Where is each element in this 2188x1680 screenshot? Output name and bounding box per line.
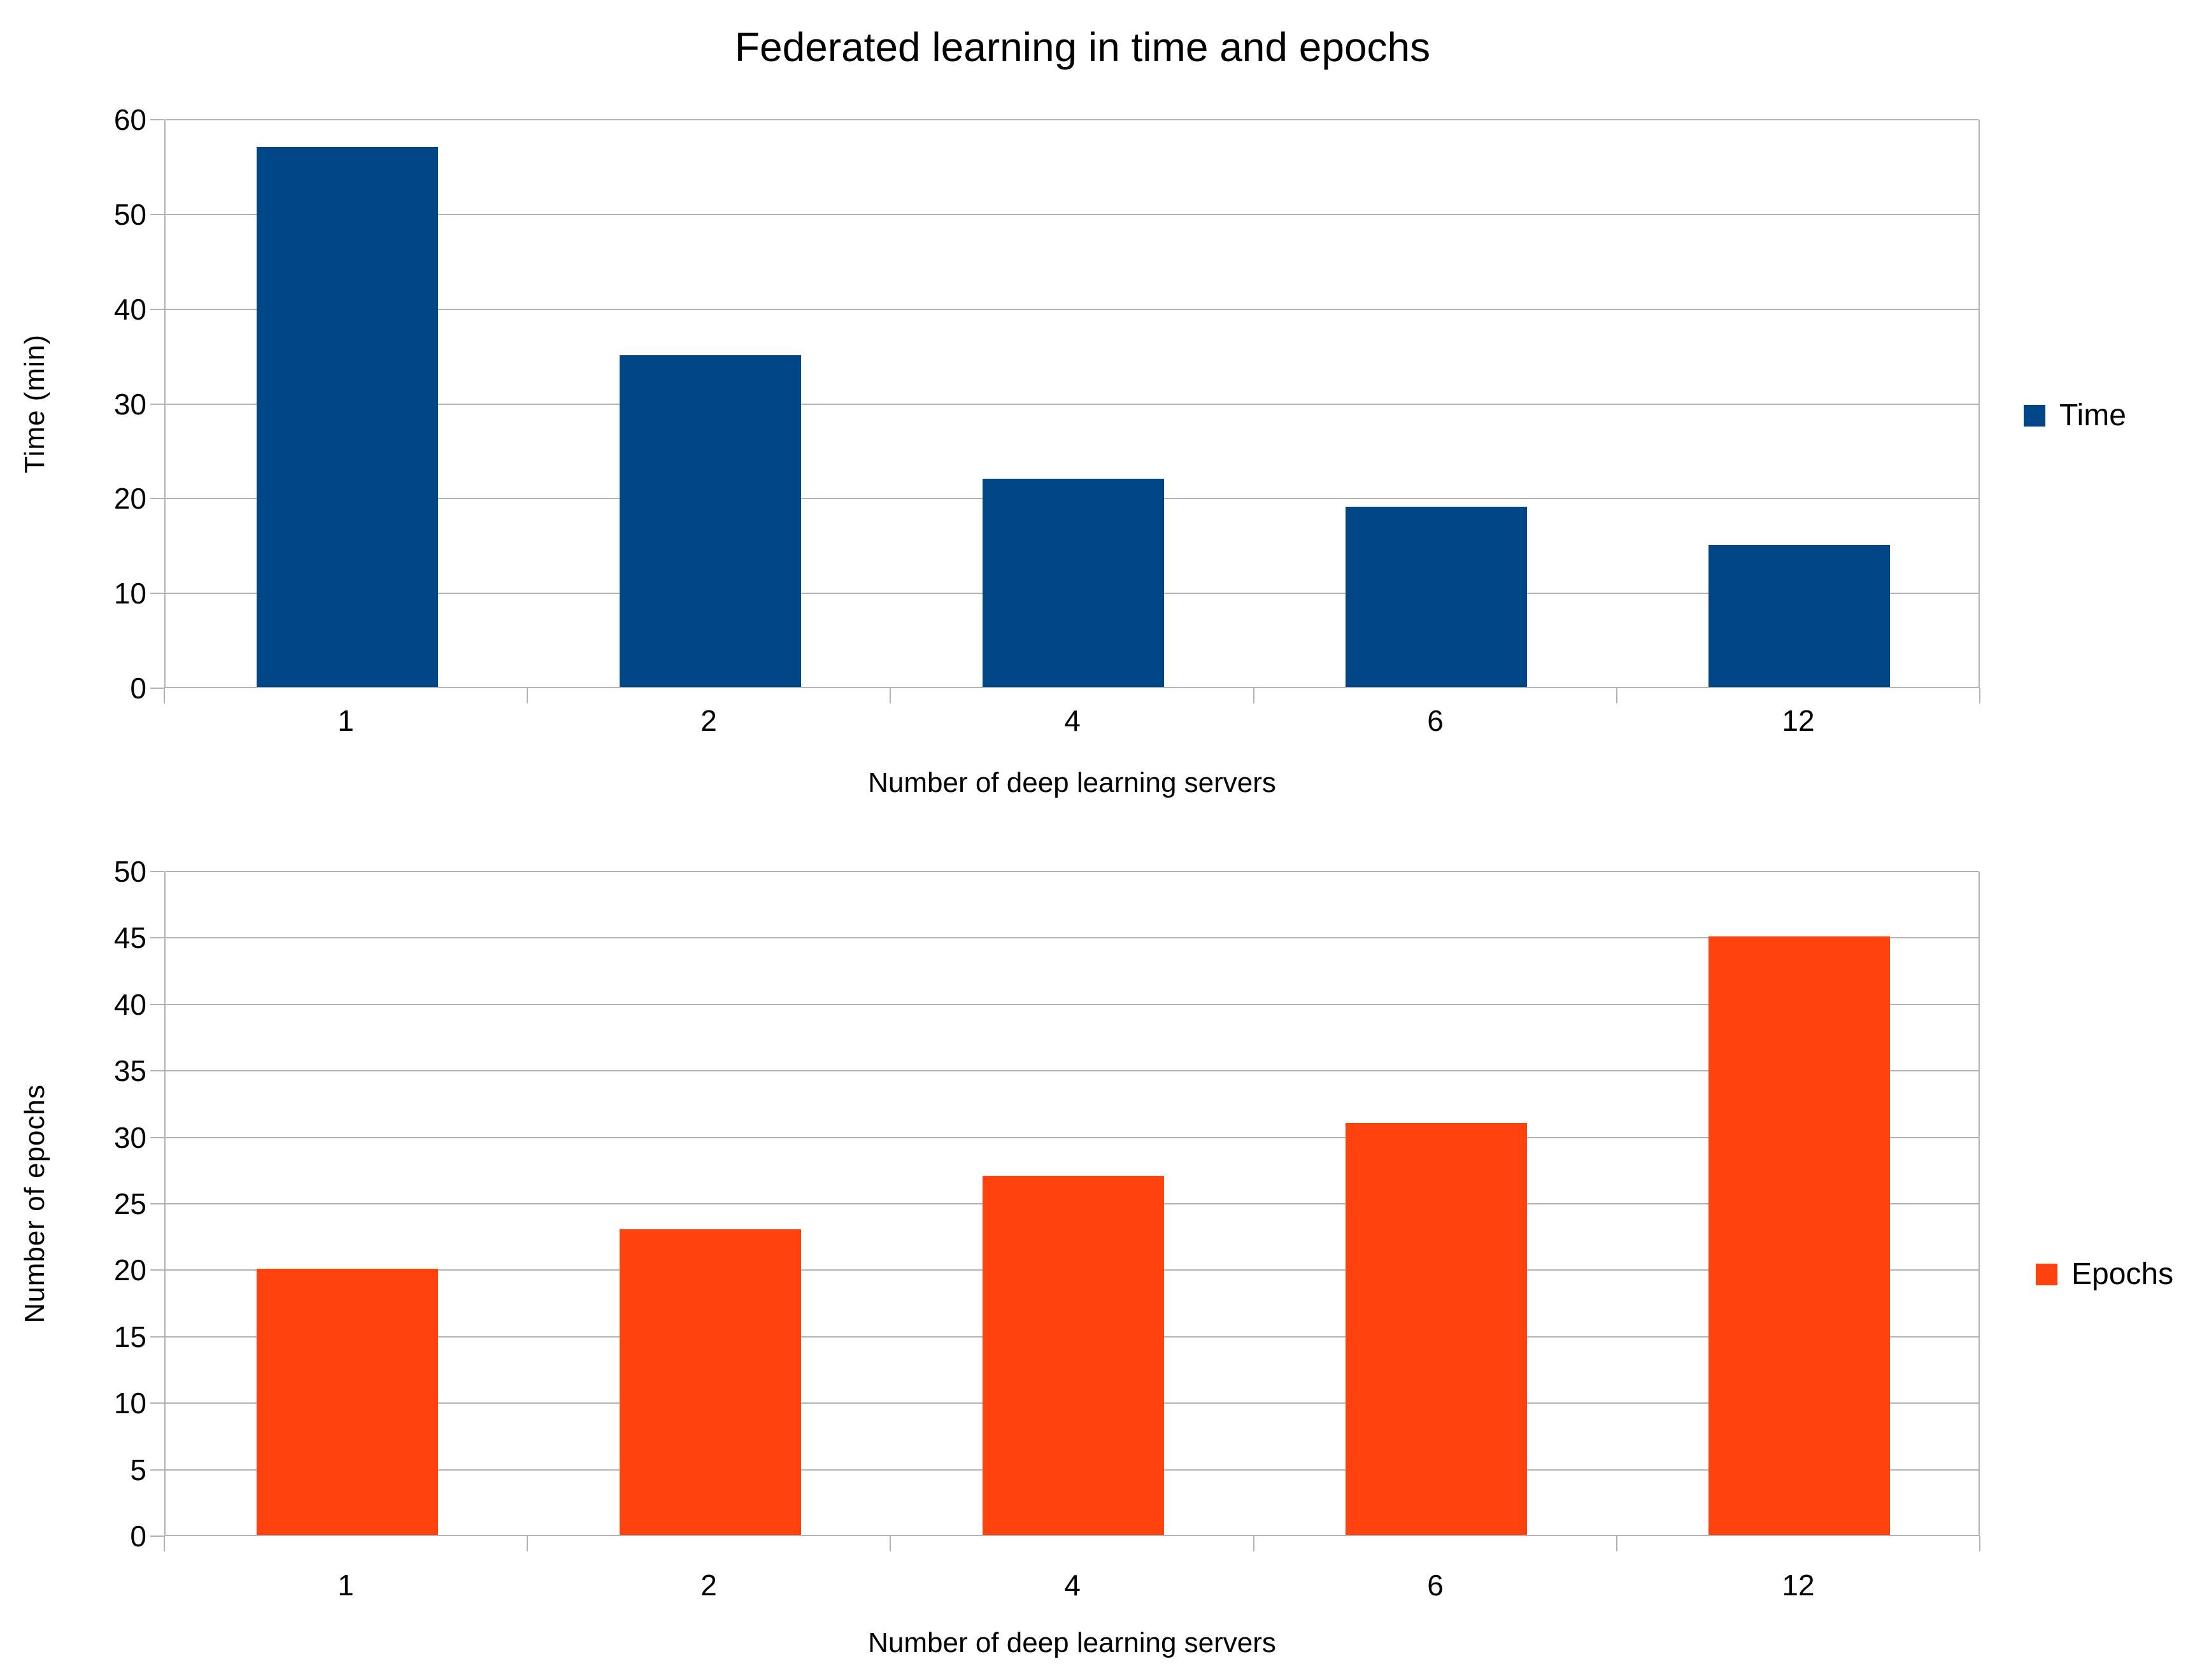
x-tick-label-12: 12 [1782, 704, 1815, 737]
gridline-y40 [166, 308, 1978, 310]
y-tick-mark-5 [150, 1469, 164, 1471]
y-tick-mark-40 [150, 308, 164, 310]
x-tick-mark-0 [164, 688, 165, 703]
y-tick-mark-0 [150, 1535, 164, 1537]
y-tick-mark-50 [150, 871, 164, 872]
legend-label-time: Time [2059, 399, 2126, 432]
y-tick-label-10: 10 [113, 577, 146, 611]
y-tick-label-30: 30 [113, 1120, 146, 1154]
y-tick-label-50: 50 [113, 197, 146, 231]
gridline-y30 [166, 1136, 1978, 1138]
y-tick-mark-30 [150, 1136, 164, 1138]
x-tick-label-6: 6 [1427, 1569, 1444, 1602]
y-tick-label-30: 30 [113, 387, 146, 421]
y-tick-mark-30 [150, 403, 164, 405]
gridline-y50 [166, 213, 1978, 215]
plot-area-time [164, 119, 1980, 688]
gridline-y40 [166, 1003, 1978, 1005]
bar-epochs-1 [257, 1269, 438, 1535]
gridline-y50 [166, 871, 1978, 872]
x-tick-label-12: 12 [1782, 1569, 1815, 1602]
legend-swatch-epochs-icon [2036, 1263, 2057, 1285]
x-axis-title-servers-bottom: Number of deep learning servers [868, 1627, 1276, 1658]
bar-epochs-6 [1346, 1123, 1527, 1535]
y-tick-label-50: 50 [113, 855, 146, 888]
y-tick-label-5: 5 [130, 1453, 146, 1486]
x-tick-label-1: 1 [337, 1569, 354, 1602]
gridline-y45 [166, 937, 1978, 939]
x-tick-mark-1 [527, 1536, 529, 1551]
y-tick-label-40: 40 [113, 292, 146, 326]
x-tick-mark-2 [890, 1536, 892, 1551]
x-tick-mark-0 [164, 1536, 165, 1551]
plot-area-epochs [164, 871, 1980, 1536]
bar-epochs-4 [983, 1176, 1164, 1535]
y-tick-label-0: 0 [130, 1520, 146, 1553]
x-tick-label-6: 6 [1427, 704, 1444, 737]
y-tick-mark-20 [150, 498, 164, 500]
legend-swatch-time-icon [2024, 404, 2045, 427]
bar-time-2 [620, 355, 801, 687]
legend-epochs: Epochs [2036, 1257, 2173, 1292]
y-tick-mark-10 [150, 1402, 164, 1404]
x-tick-label-4: 4 [1064, 704, 1081, 737]
y-tick-mark-25 [150, 1203, 164, 1204]
y-tick-mark-50 [150, 213, 164, 215]
y-tick-mark-35 [150, 1070, 164, 1072]
gridline-y60 [166, 119, 1978, 120]
x-tick-mark-5 [1979, 688, 1980, 703]
y-tick-mark-60 [150, 119, 164, 120]
x-tick-mark-5 [1979, 1536, 1980, 1551]
y-tick-label-0: 0 [130, 672, 146, 705]
bar-time-6 [1346, 507, 1527, 687]
gridline-y30 [166, 403, 1978, 405]
y-tick-label-25: 25 [113, 1187, 146, 1220]
y-tick-mark-0 [150, 688, 164, 689]
bar-epochs-2 [620, 1229, 801, 1535]
y-tick-mark-45 [150, 937, 164, 939]
y-tick-label-10: 10 [113, 1387, 146, 1420]
y-tick-label-20: 20 [113, 482, 146, 516]
y-tick-label-45: 45 [113, 921, 146, 955]
y-tick-mark-15 [150, 1336, 164, 1338]
bar-time-12 [1708, 545, 1890, 687]
y-tick-mark-10 [150, 593, 164, 595]
gridline-y35 [166, 1070, 1978, 1072]
legend-time: Time [2024, 398, 2126, 433]
x-tick-label-4: 4 [1064, 1569, 1081, 1602]
x-tick-mark-4 [1616, 1536, 1617, 1551]
y-tick-label-60: 60 [113, 103, 146, 136]
x-tick-label-2: 2 [700, 1569, 717, 1602]
bar-time-4 [983, 479, 1164, 687]
bar-time-1 [257, 147, 438, 687]
x-tick-mark-3 [1253, 1536, 1254, 1551]
x-tick-mark-1 [527, 688, 529, 703]
y-tick-mark-40 [150, 1003, 164, 1005]
y-tick-label-35: 35 [113, 1054, 146, 1088]
x-tick-mark-3 [1253, 688, 1254, 703]
y-tick-label-40: 40 [113, 987, 146, 1021]
legend-label-epochs: Epochs [2071, 1257, 2174, 1291]
y-tick-label-20: 20 [113, 1253, 146, 1287]
chart-title: Federated learning in time and epochs [734, 24, 1431, 70]
x-tick-label-2: 2 [700, 704, 717, 737]
x-tick-mark-2 [890, 688, 892, 703]
x-tick-mark-4 [1616, 688, 1617, 703]
x-tick-label-1: 1 [337, 704, 354, 737]
x-axis-title-servers-top: Number of deep learning servers [868, 767, 1276, 798]
y-tick-mark-20 [150, 1269, 164, 1271]
y-tick-label-15: 15 [113, 1320, 146, 1353]
bar-epochs-12 [1708, 936, 1890, 1535]
